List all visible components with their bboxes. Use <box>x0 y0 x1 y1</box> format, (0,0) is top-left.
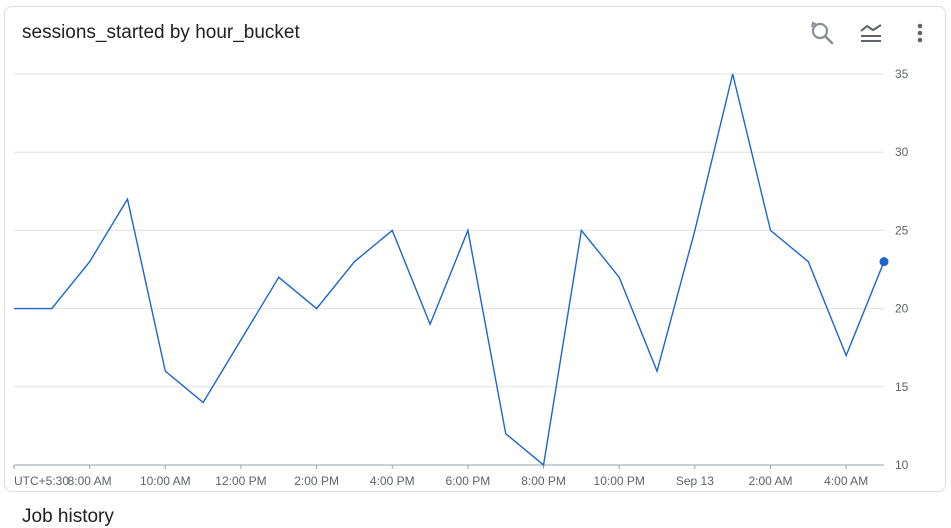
y-tick-label: 25 <box>895 223 909 237</box>
y-tick-label: 30 <box>895 145 909 159</box>
x-tick-label: 8:00 PM <box>521 474 566 488</box>
chart-title: sessions_started by hour_bucket <box>22 22 300 43</box>
y-tick-label: 20 <box>895 302 909 316</box>
x-tick-label: 4:00 AM <box>824 474 868 488</box>
chart-card: sessions_started by hour_bucket <box>4 6 946 492</box>
legend-button[interactable] <box>856 18 886 48</box>
legend-lines-icon <box>860 24 882 42</box>
job-history-heading: Job history <box>22 506 114 527</box>
y-tick-label: 10 <box>895 458 909 472</box>
x-tick-label: 2:00 AM <box>749 474 793 488</box>
x-tick-label: 2:00 PM <box>294 474 339 488</box>
x-tick-label: 4:00 PM <box>370 474 415 488</box>
series-line <box>14 73 885 467</box>
x-tick-label: 12:00 PM <box>215 474 266 488</box>
y-tick-label: 15 <box>895 380 909 394</box>
x-tick-label: 10:00 AM <box>140 474 191 488</box>
x-tick-label: 6:00 PM <box>446 474 491 488</box>
data-point-last <box>879 257 889 267</box>
x-tick-label: 10:00 PM <box>594 474 645 488</box>
more-vert-icon <box>917 23 923 43</box>
zoom-reset-button[interactable] <box>807 18 837 48</box>
more-options-button[interactable] <box>905 18 935 48</box>
x-tick-label: UTC+5:30 <box>14 474 69 488</box>
x-tick-label: Sep 13 <box>676 474 714 488</box>
line-chart: 35 30 25 20 15 10 UTC+5:308:00 AM 10:00 AM 12:00… <box>13 67 909 488</box>
zoom-reset-icon <box>811 21 834 45</box>
chart-toolbar <box>788 18 935 48</box>
x-tick-label: 8:00 AM <box>68 474 112 488</box>
y-tick-label: 35 <box>895 67 909 81</box>
